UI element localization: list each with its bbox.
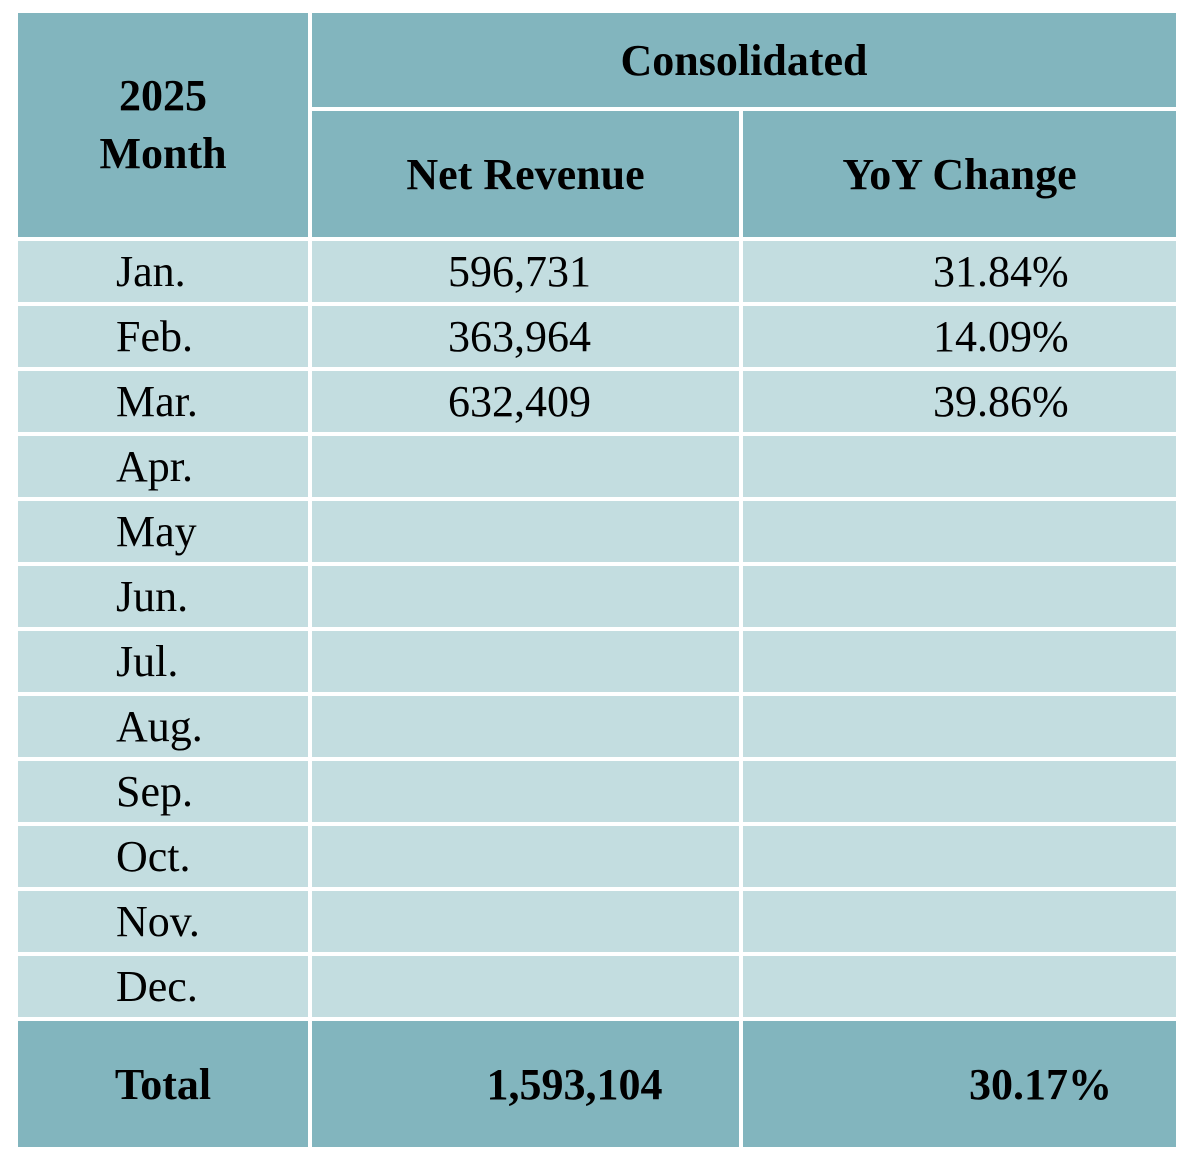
- table-row: Jul.: [18, 631, 1177, 696]
- total-row: Total 1,593,104 30.17%: [18, 1021, 1177, 1147]
- month-cell: Dec.: [18, 956, 312, 1021]
- yoy-change-cell: 31.84%: [743, 241, 1177, 306]
- yoy-change-header: YoY Change: [743, 111, 1177, 241]
- month-cell: Sep.: [18, 761, 312, 826]
- table-row: Nov.: [18, 891, 1177, 956]
- yoy-change-cell: [743, 891, 1177, 956]
- net-revenue-cell: [312, 761, 743, 826]
- year-month-header: 2025 Month: [18, 13, 312, 241]
- yoy-change-cell: [743, 566, 1177, 631]
- year-header: 2025: [119, 71, 207, 120]
- net-revenue-cell: [312, 956, 743, 1021]
- net-revenue-cell: [312, 501, 743, 566]
- total-net-revenue: 1,593,104: [312, 1021, 743, 1147]
- table-row: Feb. 363,964 14.09%: [18, 306, 1177, 371]
- table-row: Mar. 632,409 39.86%: [18, 371, 1177, 436]
- yoy-change-cell: [743, 696, 1177, 761]
- net-revenue-cell: 632,409: [312, 371, 743, 436]
- month-cell: Aug.: [18, 696, 312, 761]
- net-revenue-cell: 363,964: [312, 306, 743, 371]
- table-row: May: [18, 501, 1177, 566]
- net-revenue-cell: [312, 566, 743, 631]
- net-revenue-cell: [312, 891, 743, 956]
- net-revenue-cell: 596,731: [312, 241, 743, 306]
- table-row: Jan. 596,731 31.84%: [18, 241, 1177, 306]
- net-revenue-cell: [312, 436, 743, 501]
- yoy-change-cell: [743, 436, 1177, 501]
- month-cell: Jun.: [18, 566, 312, 631]
- month-cell: May: [18, 501, 312, 566]
- month-cell: Jul.: [18, 631, 312, 696]
- yoy-change-cell: [743, 956, 1177, 1021]
- net-revenue-cell: [312, 631, 743, 696]
- table-row: Aug.: [18, 696, 1177, 761]
- table-row: Oct.: [18, 826, 1177, 891]
- table-row: Jun.: [18, 566, 1177, 631]
- yoy-change-cell: [743, 501, 1177, 566]
- consolidated-header: Consolidated: [312, 13, 1177, 111]
- table-row: Dec.: [18, 956, 1177, 1021]
- yoy-change-cell: [743, 761, 1177, 826]
- month-header: Month: [99, 129, 227, 178]
- table-body: Jan. 596,731 31.84% Feb. 363,964 14.09% Mar. 63…: [18, 241, 1177, 1021]
- month-cell: Apr.: [18, 436, 312, 501]
- net-revenue-header: Net Revenue: [312, 111, 743, 241]
- table-row: Apr.: [18, 436, 1177, 501]
- total-yoy-change: 30.17%: [743, 1021, 1177, 1147]
- month-cell: Mar.: [18, 371, 312, 436]
- table-row: Sep.: [18, 761, 1177, 826]
- yoy-change-cell: [743, 826, 1177, 891]
- month-cell: Feb.: [18, 306, 312, 371]
- net-revenue-cell: [312, 696, 743, 761]
- month-cell: Nov.: [18, 891, 312, 956]
- yoy-change-cell: [743, 631, 1177, 696]
- total-label: Total: [18, 1021, 312, 1147]
- month-cell: Oct.: [18, 826, 312, 891]
- yoy-change-cell: 14.09%: [743, 306, 1177, 371]
- yoy-change-cell: 39.86%: [743, 371, 1177, 436]
- monthly-revenue-table: 2025 Month Consolidated Net Revenue YoY …: [18, 13, 1177, 1147]
- month-cell: Jan.: [18, 241, 312, 306]
- net-revenue-cell: [312, 826, 743, 891]
